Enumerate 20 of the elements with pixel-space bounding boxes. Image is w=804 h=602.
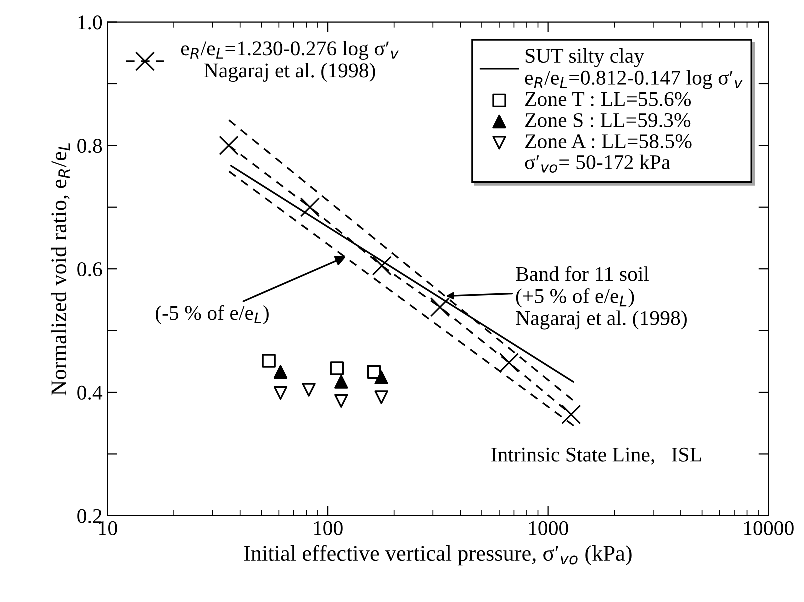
x-tick-label: 10 — [99, 521, 118, 536]
y-tick-label: 0.4 — [78, 386, 103, 400]
x-tick-label: 1000 — [529, 521, 568, 536]
legend-label: SUT silty clay e$_{R}$/e$_{L}$=0.812-0.147 log σ′$_{v}$ — [525, 48, 743, 90]
y-axis-title: Normalized void ratio, e$_{R}$/e$_{L}$ — [50, 143, 70, 396]
y-tick-label: 0.6 — [78, 262, 102, 277]
annotation: Intrinsic State Line, ISL — [492, 448, 702, 465]
legend-label: Zone S : LL=59.3% — [526, 113, 691, 128]
annotation: (-5 % of e/e$_{L}$) — [156, 305, 269, 324]
legend-label: e$_{R}$/e$_{L}$=1.230-0.276 log σ′$_{v}$ Nagaraj et al. (1998) — [181, 41, 399, 82]
legend-label: Zone T : LL=55.6% — [526, 92, 692, 106]
x-tick-label: 100 — [314, 521, 343, 536]
annotation: σ′$_{vo}$= 50-172 kPa — [525, 154, 670, 173]
y-tick-label: 0.2 — [78, 509, 102, 524]
annotation: Band for 11 soil (+5 % of e/e$_{L}$) Nagaraj et al. (1998) — [516, 266, 687, 330]
y-tick-label: 1.0 — [78, 16, 102, 30]
x-tick-label: 10000 — [744, 521, 794, 536]
legend-label: Zone A : LL=58.5% — [526, 134, 692, 149]
x-axis-title: Initial effective vertical pressure, σ′$_{vo}$ (kPa) — [244, 545, 632, 566]
y-tick-label: 0.8 — [78, 139, 102, 154]
